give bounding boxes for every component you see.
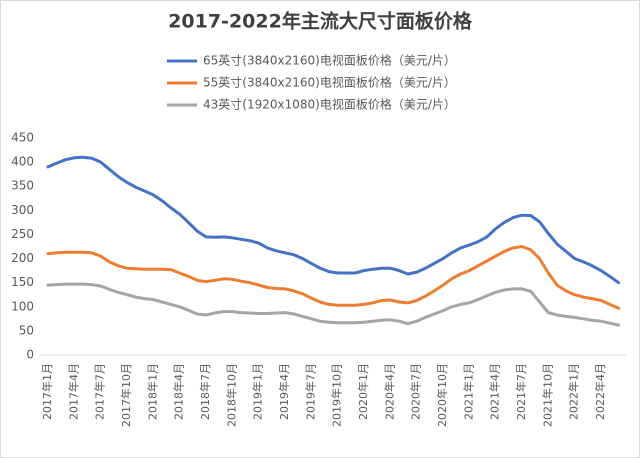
legend-label: 65英寸(3840x2160)电视面板价格（美元/片） [203,53,456,68]
x-tick-label: 2020年10月 [435,363,449,427]
series-line [46,282,621,327]
y-tick-label: 150 [11,275,34,289]
x-tick-label: 2022年4月 [593,363,607,420]
x-tick-label: 2021年10月 [540,363,554,427]
y-tick-label: 400 [11,155,34,169]
chart-title: 2017-2022年主流大尺寸面板价格 [168,10,473,33]
x-tick-label: 2020年4月 [382,363,396,420]
x-tick-label: 2020年7月 [409,363,423,420]
series-line [46,155,621,285]
y-tick-label: 350 [11,179,34,193]
x-tick-label: 2018年10月 [224,363,238,427]
y-tick-label: 100 [11,299,34,313]
x-tick-label: 2019年4月 [277,363,291,420]
y-tick-label: 50 [19,323,34,337]
x-tick-label: 2021年7月 [514,363,528,420]
x-tick-label: 2017年1月 [40,363,54,420]
legend-label: 43英寸(1920x1080)电视面板价格（美元/片） [203,97,456,112]
x-tick-label: 2019年7月 [303,363,317,420]
y-tick-label: 250 [11,227,34,241]
x-tick-label: 2019年10月 [330,363,344,427]
y-tick-label: 0 [26,348,34,362]
x-tick-label: 2017年4月 [66,363,80,420]
x-tick-label: 2018年7月 [198,363,212,420]
x-tick-label: 2022年1月 [567,363,581,420]
y-tick-label: 300 [11,203,34,217]
x-tick-label: 2021年4月 [488,363,502,420]
legend-label: 55英寸(3840x2160)电视面板价格（美元/片） [203,75,456,90]
x-tick-label: 2018年1月 [145,363,159,420]
x-tick-label: 2018年4月 [172,363,186,420]
x-tick-label: 2020年1月 [356,363,370,420]
y-tick-label: 200 [11,251,34,265]
x-tick-label: 2021年1月 [461,363,475,420]
x-tick-label: 2017年10月 [119,363,133,427]
x-tick-label: 2017年7月 [93,363,107,420]
x-tick-label: 2019年1月 [251,363,265,420]
series-line [46,245,621,310]
y-tick-label: 450 [11,131,34,145]
